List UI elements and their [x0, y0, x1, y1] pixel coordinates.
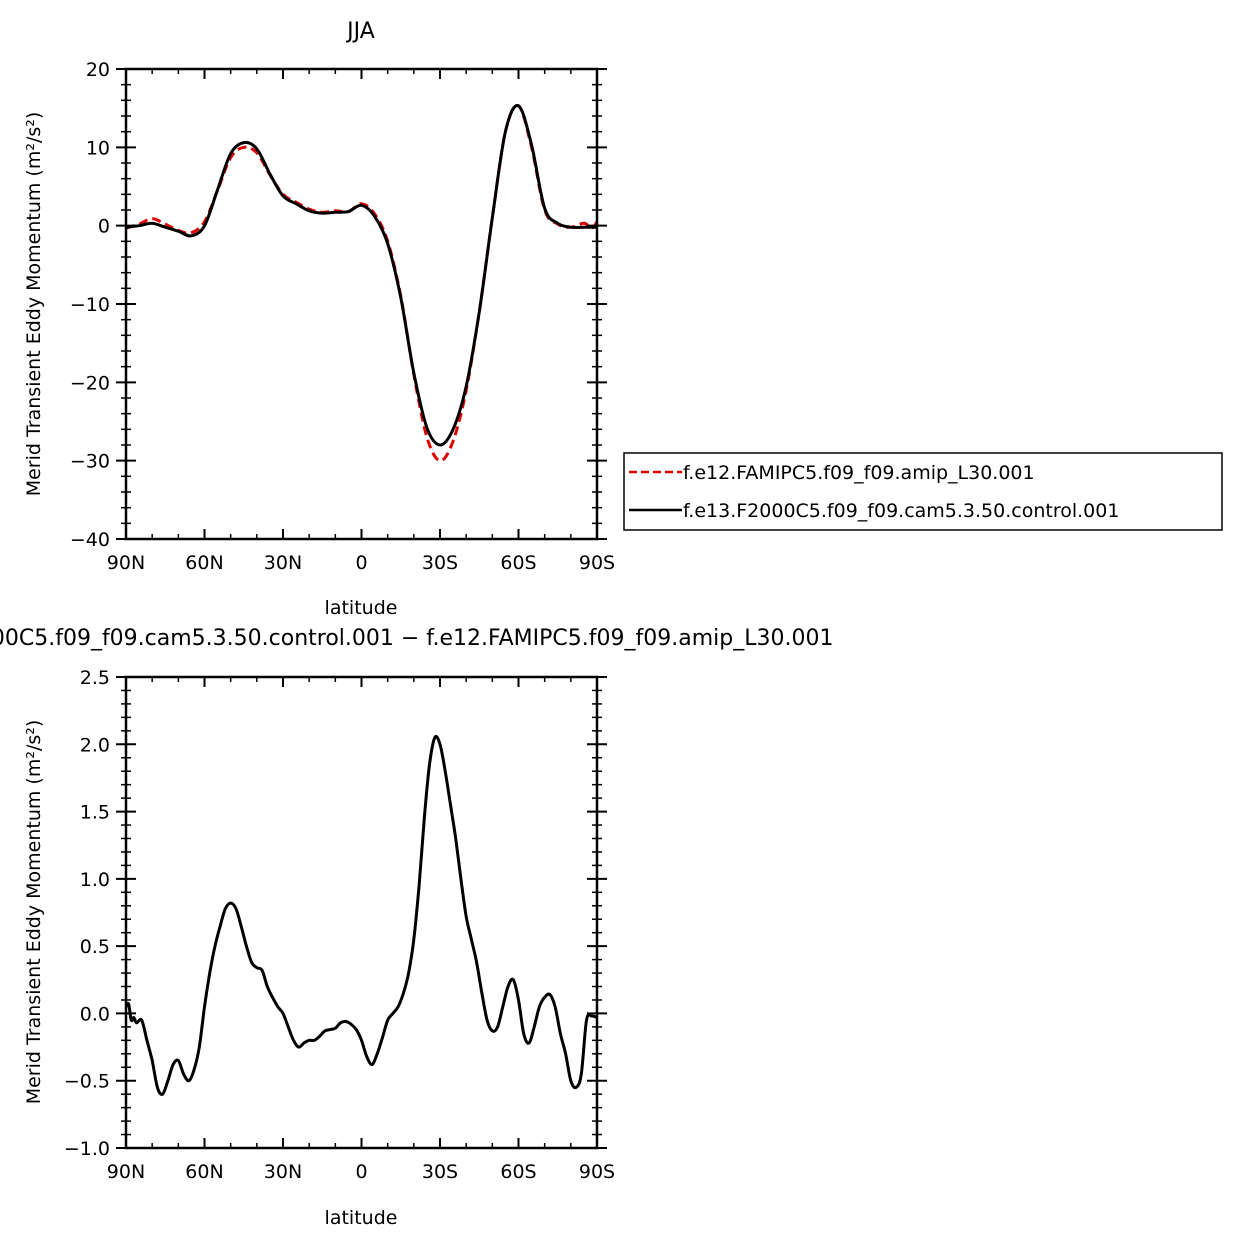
bottom-chart-title: f.e13.F2000C5.f09_f09.cam5.3.50.control.… [0, 626, 833, 651]
top-chart-ytick-label: −10 [70, 294, 110, 316]
legend: f.e12.FAMIPC5.f09_f09.amip_L30.001 f.e13… [623, 452, 1223, 531]
top-chart-xtick-label: 30S [422, 552, 458, 574]
bottom-chart-xtick-label: 60S [500, 1161, 536, 1183]
bottom-chart-xtick-label: 0 [355, 1161, 367, 1183]
bottom-chart-ylabel: Merid Transient Eddy Momentum (m²/s²) [23, 720, 45, 1105]
top-chart-series-group [125, 103, 599, 463]
top-chart-ytick-label: −40 [70, 529, 110, 551]
bottom-chart: f.e13.F2000C5.f09_f09.cam5.3.50.control.… [0, 626, 833, 1229]
bottom-chart-xtick-label: 90S [579, 1161, 615, 1183]
top-chart-xtick-label: 60S [500, 552, 536, 574]
bottom-chart-series-line-0 [124, 734, 598, 1096]
top-chart-xtick-label: 90S [579, 552, 615, 574]
bottom-chart-xtick-label: 30N [264, 1161, 302, 1183]
bottom-chart-ytick-label: −0.5 [64, 1071, 110, 1093]
bottom-chart-ytick-label: −1.0 [64, 1138, 110, 1160]
top-chart-title: JJA [345, 19, 375, 44]
bottom-chart-plot-frame [124, 675, 599, 1150]
top-chart-xtick-label: 60N [185, 552, 223, 574]
legend-label-control: f.e13.F2000C5.f09_f09.cam5.3.50.control.… [683, 500, 1119, 522]
top-chart-ticks: 90N 60N 30N 0 30S 60S 90S −40 −30 −20 −10 0 10 20 [70, 59, 615, 574]
legend-label-amip: f.e12.FAMIPC5.f09_f09.amip_L30.001 [683, 462, 1035, 484]
top-chart-xtick-label: 30N [264, 552, 302, 574]
top-chart-ytick-label: −20 [70, 372, 110, 394]
bottom-chart-xtick-label: 30S [422, 1161, 458, 1183]
top-chart: JJA 90N 60N 30N 0 30S 60S 90S −40 −30 −20 −10 0 10 20… [23, 19, 615, 619]
bottom-chart-ticks: 90N 60N 30N 0 30S 60S 90S −1.0 −0.5 0.0 0.5 1.0 1.5 2… [64, 667, 615, 1183]
bottom-chart-ytick-label: 2.0 [80, 734, 110, 756]
legend-box [623, 452, 1223, 531]
top-chart-series-line-0 [125, 103, 599, 463]
top-chart-plot-frame [124, 67, 599, 541]
top-chart-ytick-label: −30 [70, 451, 110, 473]
bottom-chart-ytick-label: 0.5 [80, 936, 110, 958]
top-chart-ytick-label: 0 [98, 216, 110, 238]
bottom-chart-xtick-label: 90N [107, 1161, 145, 1183]
top-chart-series-line-1 [125, 104, 598, 447]
bottom-chart-ytick-label: 1.0 [80, 869, 110, 891]
top-chart-ytick-label: 20 [86, 59, 110, 81]
top-chart-ylabel: Merid Transient Eddy Momentum (m²/s²) [23, 112, 45, 497]
top-chart-ytick-label: 10 [86, 137, 110, 159]
bottom-chart-ytick-label: 1.5 [80, 802, 110, 824]
bottom-chart-series-group [124, 734, 598, 1096]
top-chart-xtick-label: 0 [355, 552, 367, 574]
bottom-chart-xlabel: latitude [325, 1207, 398, 1229]
bottom-chart-ytick-label: 0.0 [80, 1003, 110, 1025]
top-chart-xlabel: latitude [325, 597, 398, 619]
bottom-chart-xtick-label: 60N [185, 1161, 223, 1183]
top-chart-xtick-label: 90N [107, 552, 145, 574]
bottom-chart-ytick-label: 2.5 [80, 667, 110, 689]
